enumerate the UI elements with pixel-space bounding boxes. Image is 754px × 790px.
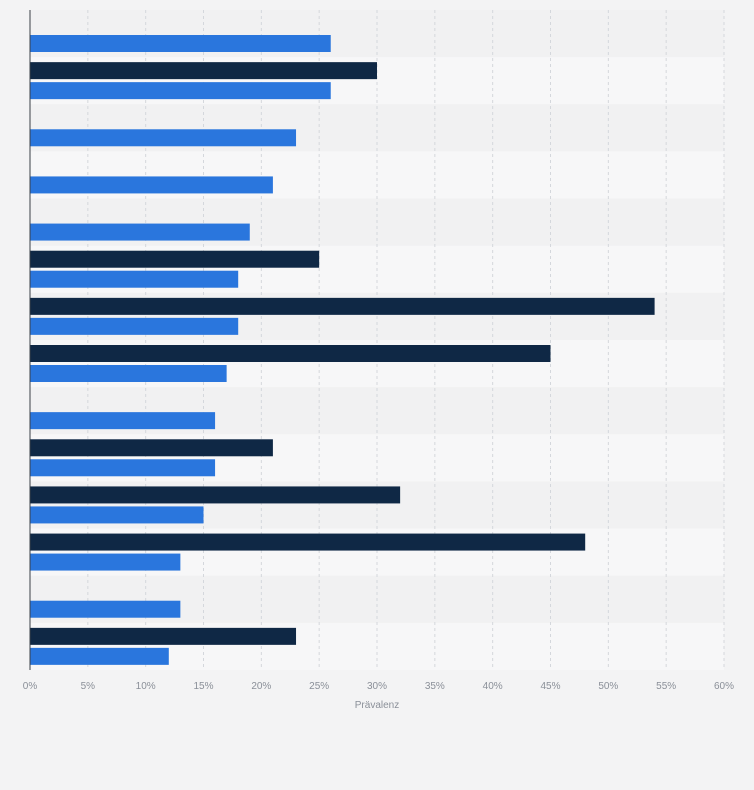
x-tick-label: 15%: [193, 681, 213, 692]
bar-blue[interactable]: [30, 459, 216, 477]
bar-blue[interactable]: [30, 506, 204, 524]
x-tick-label: 30%: [367, 681, 387, 692]
bar-blue[interactable]: [30, 82, 331, 100]
x-tick-label: 25%: [309, 681, 329, 692]
bars: [30, 35, 655, 665]
bar-dark[interactable]: [30, 627, 297, 645]
x-tick-label: 50%: [598, 681, 618, 692]
bar-dark[interactable]: [30, 297, 655, 315]
bar-dark[interactable]: [30, 533, 586, 551]
bar-dark[interactable]: [30, 250, 320, 268]
bar-blue[interactable]: [30, 223, 250, 241]
bar-blue[interactable]: [30, 600, 181, 618]
x-tick-label: 55%: [656, 681, 676, 692]
bar-blue[interactable]: [30, 317, 239, 335]
bar-blue[interactable]: [30, 270, 239, 288]
bar-dark[interactable]: [30, 486, 401, 504]
x-axis-title: Prävalenz: [355, 700, 399, 711]
x-tick-label: 0%: [23, 681, 38, 692]
bar-dark[interactable]: [30, 345, 551, 362]
x-tick-label: 45%: [540, 681, 560, 692]
bar-blue[interactable]: [30, 647, 169, 665]
x-tick-label: 40%: [483, 681, 503, 692]
x-tick-label: 60%: [714, 681, 734, 692]
grid-lines: [87, 10, 725, 670]
bar-blue[interactable]: [30, 365, 227, 382]
bar-dark[interactable]: [30, 439, 273, 457]
x-tick-label: 35%: [425, 681, 445, 692]
bar-blue[interactable]: [30, 412, 216, 430]
bar-blue[interactable]: [30, 176, 273, 194]
x-tick-label: 20%: [251, 681, 271, 692]
x-tick-label: 10%: [136, 681, 156, 692]
x-axis-ticks: 0% 5% 10% 15% 20% 25% 30% 35% 40% 45% 50% 55% 60%: [23, 681, 734, 692]
bar-blue[interactable]: [30, 553, 181, 571]
bar-dark[interactable]: [30, 62, 377, 80]
x-tick-label: 5%: [81, 681, 96, 692]
bar-blue[interactable]: [30, 35, 331, 52]
bar-blue[interactable]: [30, 129, 297, 147]
